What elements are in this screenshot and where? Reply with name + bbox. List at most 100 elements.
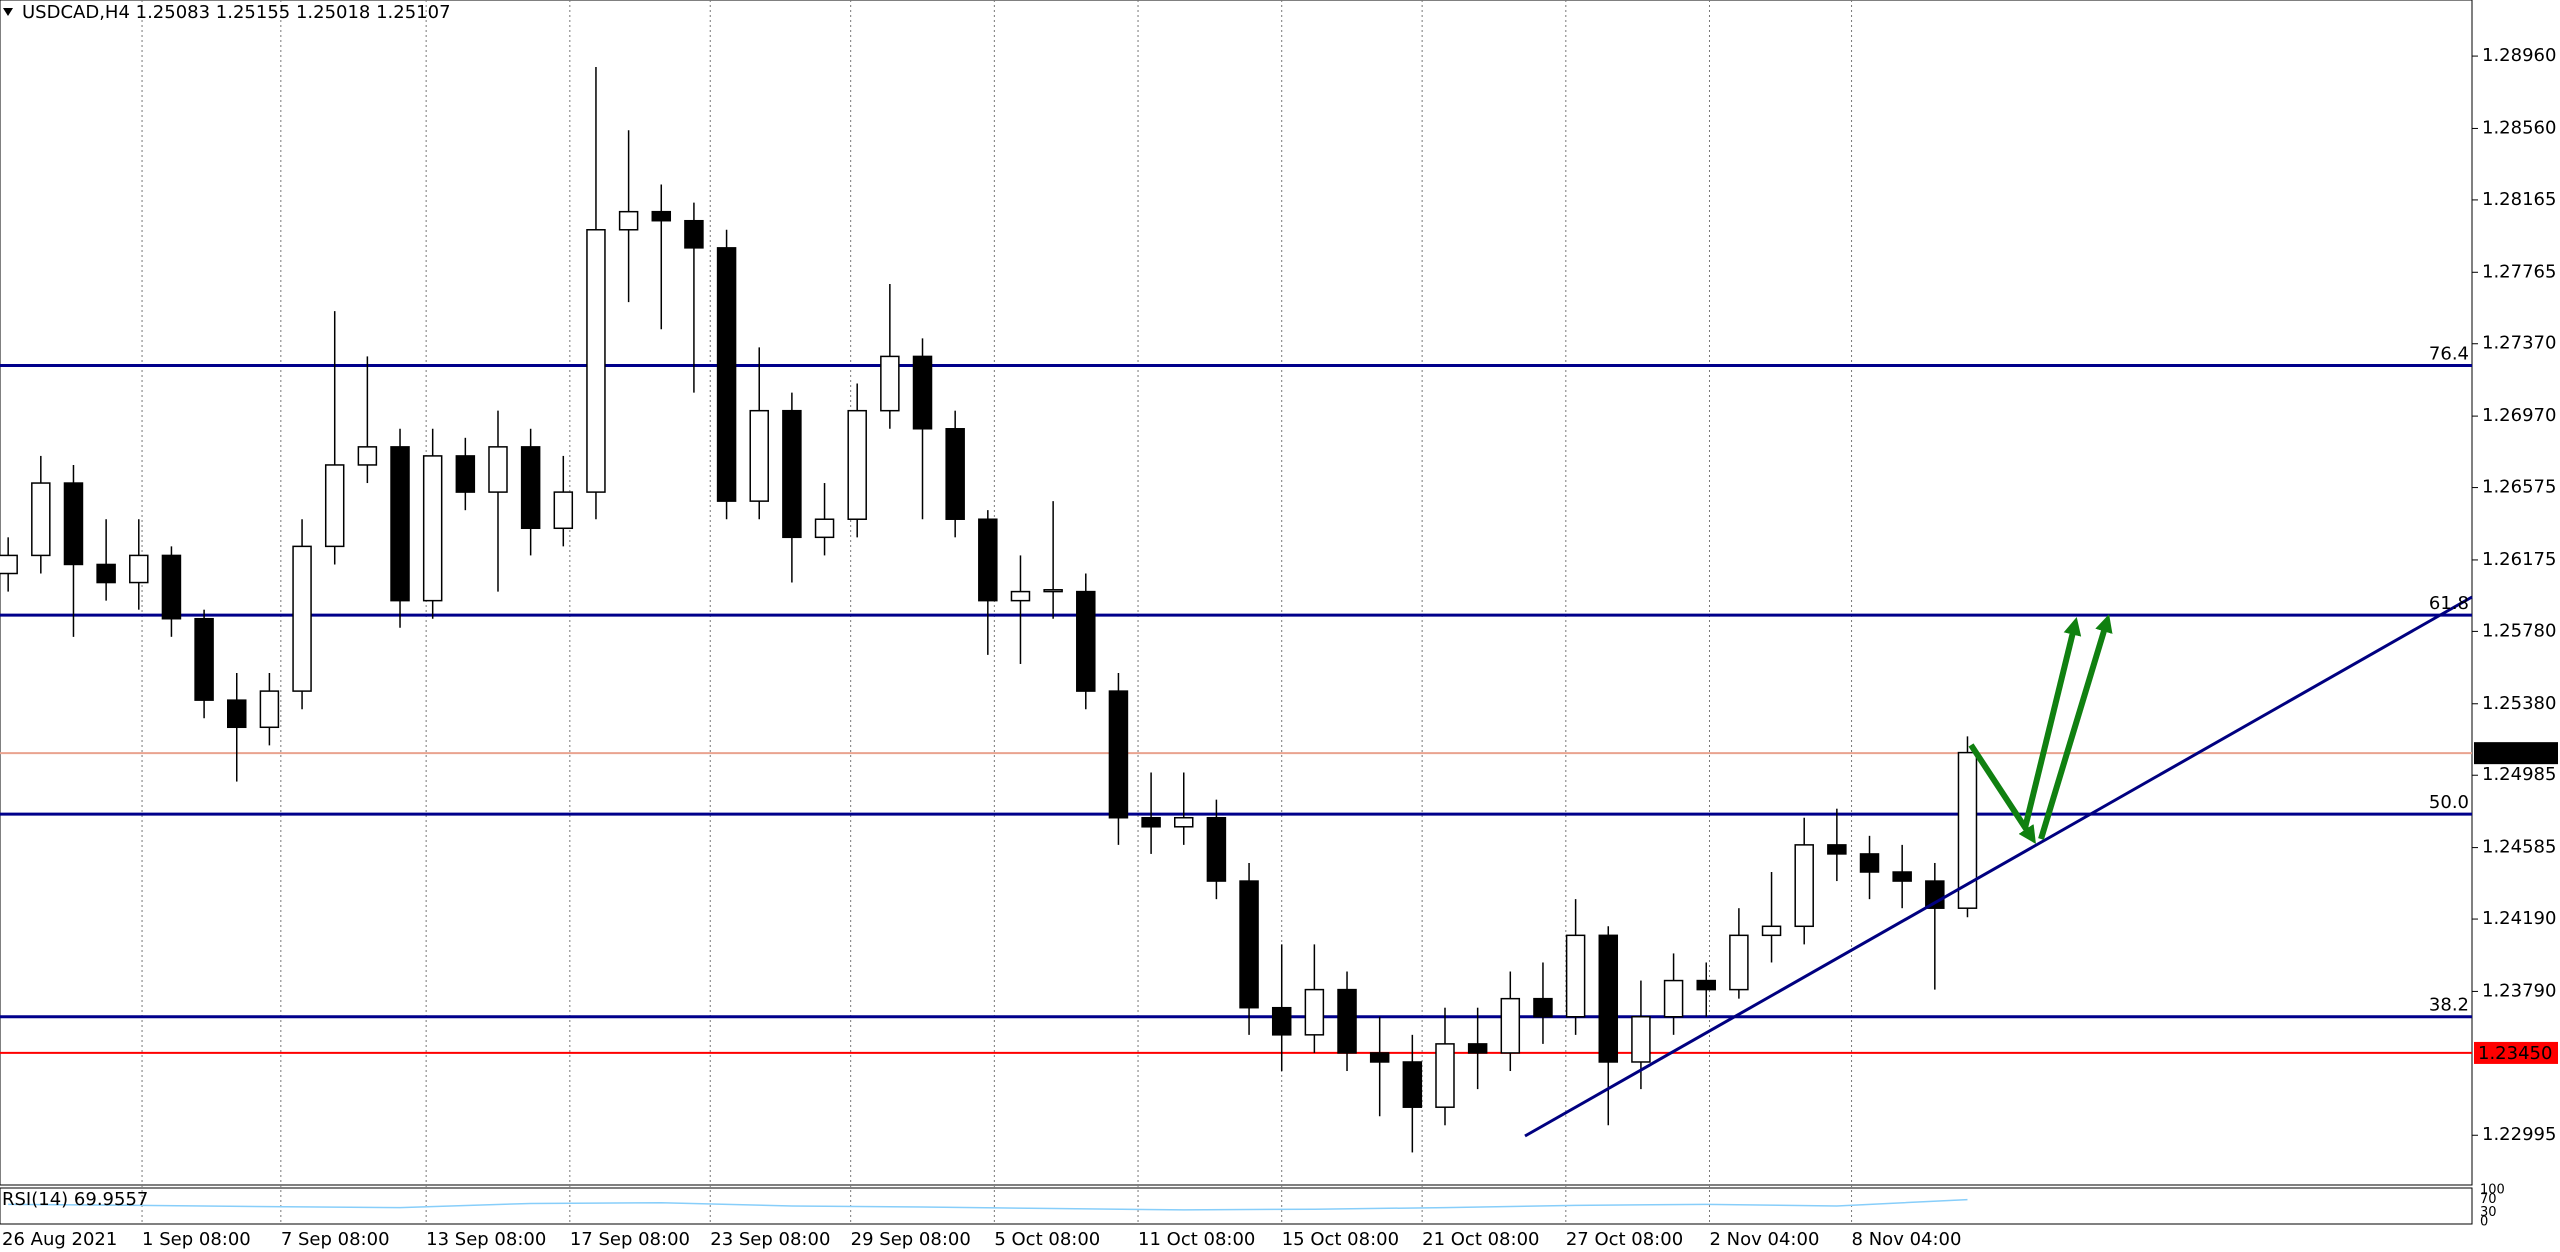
candle-body [684,219,704,249]
candle-body [31,482,51,557]
candle-body [1598,934,1619,1063]
candle-body [324,464,345,548]
candle-body [161,554,182,620]
x-tick-label: 11 Oct 08:00 [1138,1229,1255,1250]
y-tick-label: 1.23790 [2482,980,2556,1001]
candle-body [1696,979,1716,991]
rsi-line [8,1198,1968,1211]
candle-body [455,455,476,493]
candle-body [390,446,410,602]
candle-body [1337,988,1357,1054]
chart-title: USDCAD,H4 1.25083 1.25155 1.25018 1.2510… [22,2,451,23]
candle-body [1565,934,1586,1018]
candle-body [259,690,280,729]
rsi-tick-label: 30 [2480,1205,2497,1220]
candle-body [1957,751,1978,909]
candle-body [1500,997,1521,1054]
candle-body [847,409,867,520]
candle-body [586,229,606,493]
candle-body [96,563,116,584]
candle-body [880,355,900,412]
candle-body [1631,1015,1651,1063]
y-tick-label: 1.24585 [2482,837,2556,858]
candle-body [912,355,933,430]
candle-body [1729,934,1749,991]
candle-body [1239,880,1259,1009]
candle-body [422,455,443,602]
level-label: 38.2 [2429,995,2469,1016]
candle-body [651,210,672,222]
x-tick-label: 1 Sep 08:00 [142,1229,251,1250]
candle-body [1794,844,1814,928]
candle-body [1076,590,1096,692]
level-label: 76.4 [2429,343,2469,364]
candle-body [782,409,802,539]
x-tick-label: 13 Sep 08:00 [426,1229,546,1250]
menu-triangle [3,8,13,16]
arrow-up [2038,614,2113,840]
candle-body [1206,816,1227,882]
price-box [2474,742,2558,765]
price-label: 1.25107 [2478,743,2552,764]
x-tick-label: 29 Sep 08:00 [851,1229,971,1250]
candle-body [0,554,18,575]
candle-body [357,446,378,466]
candle-body [978,518,998,602]
y-tick-label: 1.22995 [2482,1124,2556,1145]
arrow-up [2022,617,2082,829]
x-tick-label: 5 Oct 08:00 [994,1229,1100,1250]
candle-body [1304,988,1325,1036]
candle-body [1859,853,1880,873]
trend-line [1524,595,2473,1138]
y-tick-label: 1.28560 [2482,117,2556,138]
rsi-tick-label: 0 [2480,1215,2488,1230]
candle-body [488,446,508,493]
candle-body [716,247,737,502]
candle-body [618,210,639,231]
rsi-tick-label: 70 [2480,1192,2497,1207]
candle-body [292,545,312,692]
candle-body [1467,1043,1488,1054]
x-tick-label: 2 Nov 04:00 [1710,1229,1820,1250]
candle-body [1663,979,1684,1018]
candle-body [1402,1061,1423,1108]
y-tick-label: 1.24190 [2482,908,2556,929]
x-tick-label: 15 Oct 08:00 [1282,1229,1399,1250]
candle-body [1761,925,1782,937]
grid [141,0,2478,1224]
candle-body [1827,844,1847,855]
candle-body [194,617,214,701]
price-box [2474,1041,2558,1064]
candle-body [1043,589,1063,593]
y-tick-label: 1.27765 [2482,261,2556,282]
y-tick-label: 1.24985 [2482,764,2556,785]
y-tick-label: 1.25380 [2482,693,2556,714]
plot-frame [0,0,2473,1186]
candle-body [1271,1006,1292,1036]
candle-body [1141,816,1161,828]
x-tick-label: 7 Sep 08:00 [281,1229,390,1250]
candle-body [553,491,574,530]
x-tick-label: 27 Oct 08:00 [1566,1229,1683,1250]
candle-body [63,482,84,566]
x-tick-label: 26 Aug 2021 [2,1229,117,1250]
candle-body [749,409,769,502]
y-tick-label: 1.26175 [2482,549,2556,570]
candle-body [520,446,541,530]
y-tick-label: 1.25780 [2482,620,2556,641]
candle-body [1174,816,1194,828]
candle-body [1108,690,1129,819]
y-tick-label: 1.28165 [2482,189,2556,210]
y-tick-label: 1.27370 [2482,333,2556,354]
level-label: 50.0 [2429,792,2469,813]
y-tick-label: 1.26970 [2482,405,2556,426]
x-tick-label: 8 Nov 04:00 [1852,1229,1962,1250]
rsi-frame [0,1187,2473,1225]
y-tick-label: 1.28960 [2482,45,2556,66]
candle-body [1435,1043,1455,1108]
x-tick-label: 17 Sep 08:00 [570,1229,690,1250]
candle-body [814,518,835,539]
rsi-tick-label: 100 [2480,1183,2505,1198]
